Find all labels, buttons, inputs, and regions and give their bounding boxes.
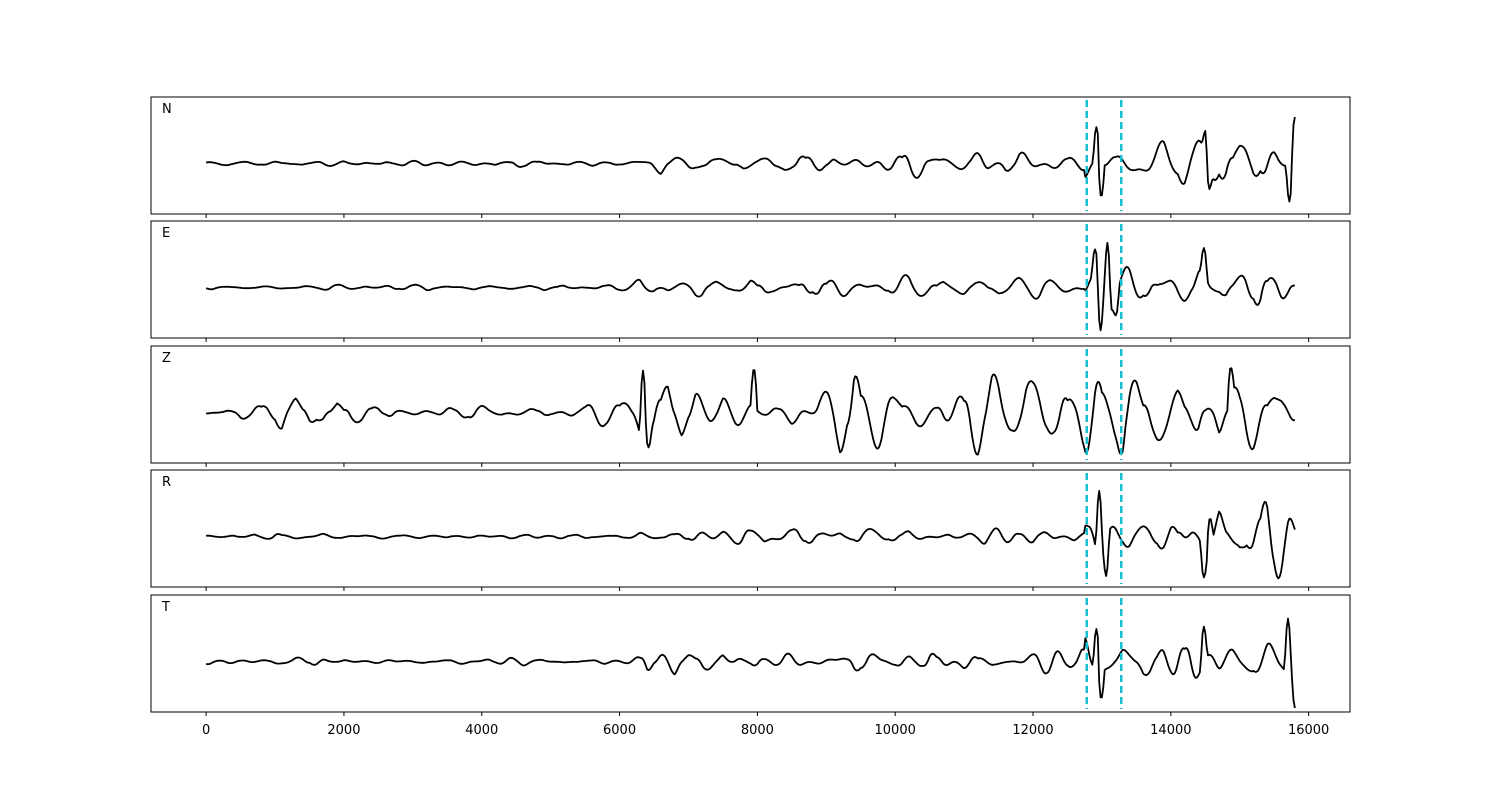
panel-frame (150, 96, 1351, 215)
x-tick-label: 16000 (1288, 723, 1329, 738)
x-tick-label: 6000 (603, 723, 636, 738)
panel-stack: N E Z R T (150, 96, 1351, 716)
panel-z: Z (150, 345, 1351, 467)
x-tick-label: 10000 (875, 723, 916, 738)
panel-frame (150, 469, 1351, 588)
x-tick-label: 2000 (327, 723, 360, 738)
panel-r: R (150, 469, 1351, 591)
panel-t: T (150, 594, 1351, 716)
trace-r (206, 490, 1296, 580)
x-tick-label: 0 (202, 723, 210, 738)
x-tick-label: 4000 (465, 723, 498, 738)
channel-label: N (162, 102, 172, 117)
x-tick-label: 14000 (1150, 723, 1191, 738)
channel-label: R (162, 475, 171, 490)
panel-n: N (150, 96, 1351, 218)
trace-t (205, 617, 1296, 709)
panel-frame (150, 594, 1351, 713)
channel-label: E (162, 226, 170, 241)
trace-n (205, 116, 1296, 203)
panel-e: E (150, 220, 1351, 342)
trace-z (206, 367, 1295, 456)
panel-frame (150, 345, 1351, 464)
channel-label: T (161, 600, 170, 615)
x-tick-label: 12000 (1012, 723, 1053, 738)
channel-label: Z (162, 351, 171, 366)
panel-frame (150, 220, 1351, 339)
trace-e (205, 242, 1296, 332)
x-axis: 0 2000 4000 6000 8000 10000 12000 14000 16000 (202, 723, 1329, 738)
x-tick-label: 8000 (741, 723, 774, 738)
